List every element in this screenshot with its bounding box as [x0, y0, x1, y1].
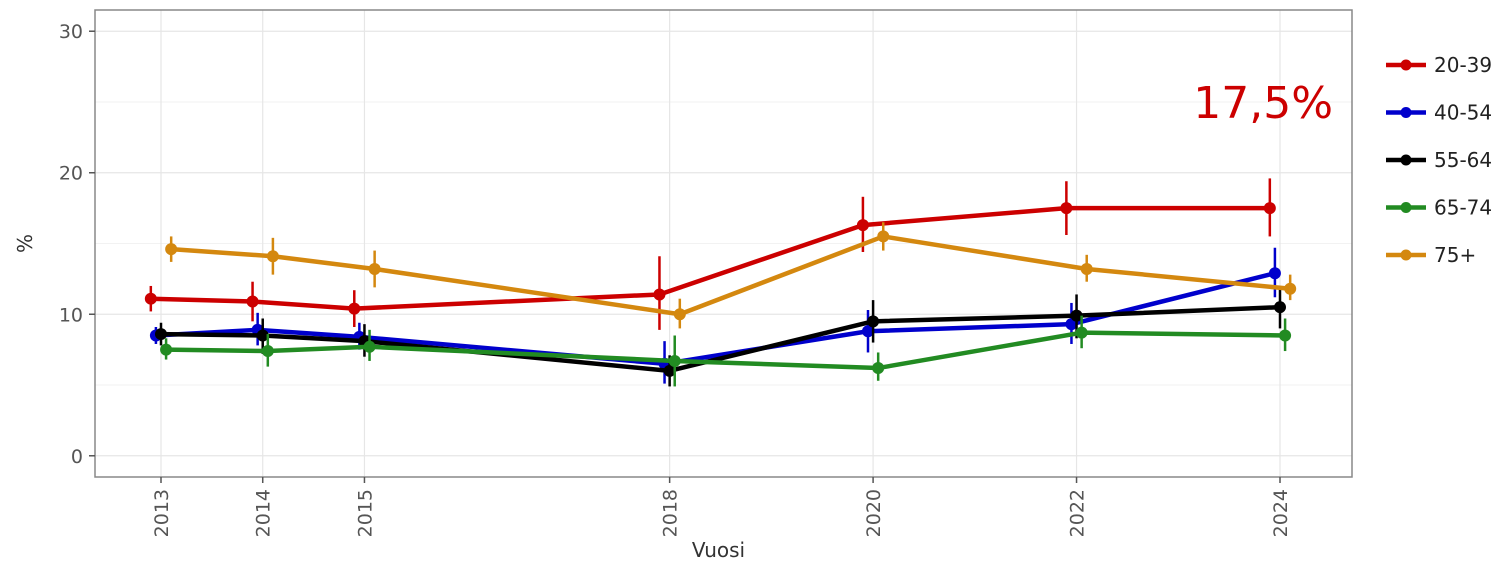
x-axis-title: Vuosi — [692, 538, 745, 562]
data-point — [663, 364, 676, 377]
x-tick-label: 2020 — [863, 489, 885, 537]
legend-label: 20-39 — [1434, 53, 1492, 77]
data-point — [1274, 301, 1286, 314]
data-point — [1070, 309, 1083, 322]
data-point — [1075, 326, 1088, 339]
x-tick-label: 2018 — [660, 489, 682, 537]
data-point — [877, 230, 890, 243]
series-line — [168, 234, 1293, 317]
data-point — [1060, 202, 1073, 215]
data-point — [1279, 329, 1292, 342]
data-point — [653, 288, 666, 301]
x-tick-label: 2015 — [354, 489, 376, 537]
data-point — [266, 250, 279, 263]
legend-label: 40-54 — [1434, 101, 1492, 125]
legend-label: 65-74 — [1434, 196, 1492, 220]
data-point — [261, 345, 274, 358]
data-point — [1284, 282, 1297, 295]
x-tick-label: 2024 — [1270, 489, 1292, 537]
x-tick-label: 2014 — [253, 489, 275, 537]
gridlines — [95, 10, 1352, 477]
data-point — [867, 315, 880, 328]
data-point — [368, 262, 381, 275]
legend-key-point — [1400, 202, 1412, 213]
data-point — [363, 340, 376, 353]
legend-item-40-54: 40-54 — [1386, 101, 1492, 125]
data-point — [256, 329, 269, 342]
legend-item-65-74: 65-74 — [1386, 196, 1492, 220]
data-point — [1263, 202, 1276, 215]
data-point — [165, 243, 178, 256]
y-tick-label: 10 — [59, 304, 83, 326]
y-axis-title: % — [13, 234, 37, 253]
data-point — [1080, 262, 1093, 275]
data-point — [348, 302, 361, 315]
axes: 0 10 20 30 2013 2014 2015 2018 2020 2022 2024 — [59, 21, 1292, 537]
legend-key-point — [1400, 154, 1412, 166]
legend-item-75+: 75+ — [1386, 243, 1476, 267]
x-tick-label: 2022 — [1067, 489, 1089, 537]
series-65-74 — [160, 315, 1292, 387]
series-55-64 — [155, 285, 1286, 387]
data-point — [155, 328, 167, 341]
data-point — [246, 295, 259, 308]
data-point — [856, 219, 869, 232]
x-tick-label: 2013 — [151, 489, 173, 537]
data-point — [160, 343, 173, 356]
data-point — [862, 325, 875, 338]
data-point — [872, 362, 885, 375]
legend-key-point — [1400, 59, 1412, 71]
y-tick-label: 20 — [59, 163, 83, 185]
data-point — [1268, 267, 1281, 280]
data-point — [668, 354, 681, 367]
legend: 20-39 40-54 55-64 65-74 75+ — [1386, 53, 1492, 267]
highlight-annotation: 17,5% — [1193, 78, 1333, 129]
legend-key-point — [1400, 249, 1412, 261]
legend-label: 55-64 — [1434, 148, 1492, 172]
series-20-39 — [144, 178, 1276, 330]
data-point — [144, 292, 157, 305]
series-layer — [144, 178, 1297, 387]
series-75+ — [165, 222, 1297, 329]
legend-item-55-64: 55-64 — [1386, 148, 1492, 172]
legend-key-point — [1400, 107, 1412, 118]
legend-label: 75+ — [1434, 243, 1476, 267]
y-tick-label: 0 — [71, 446, 83, 468]
data-point — [673, 308, 686, 321]
plot-panel-border — [94, 9, 1353, 478]
y-tick-label: 30 — [59, 21, 83, 43]
series-line — [148, 205, 1273, 311]
legend-item-20-39: 20-39 — [1386, 53, 1492, 77]
